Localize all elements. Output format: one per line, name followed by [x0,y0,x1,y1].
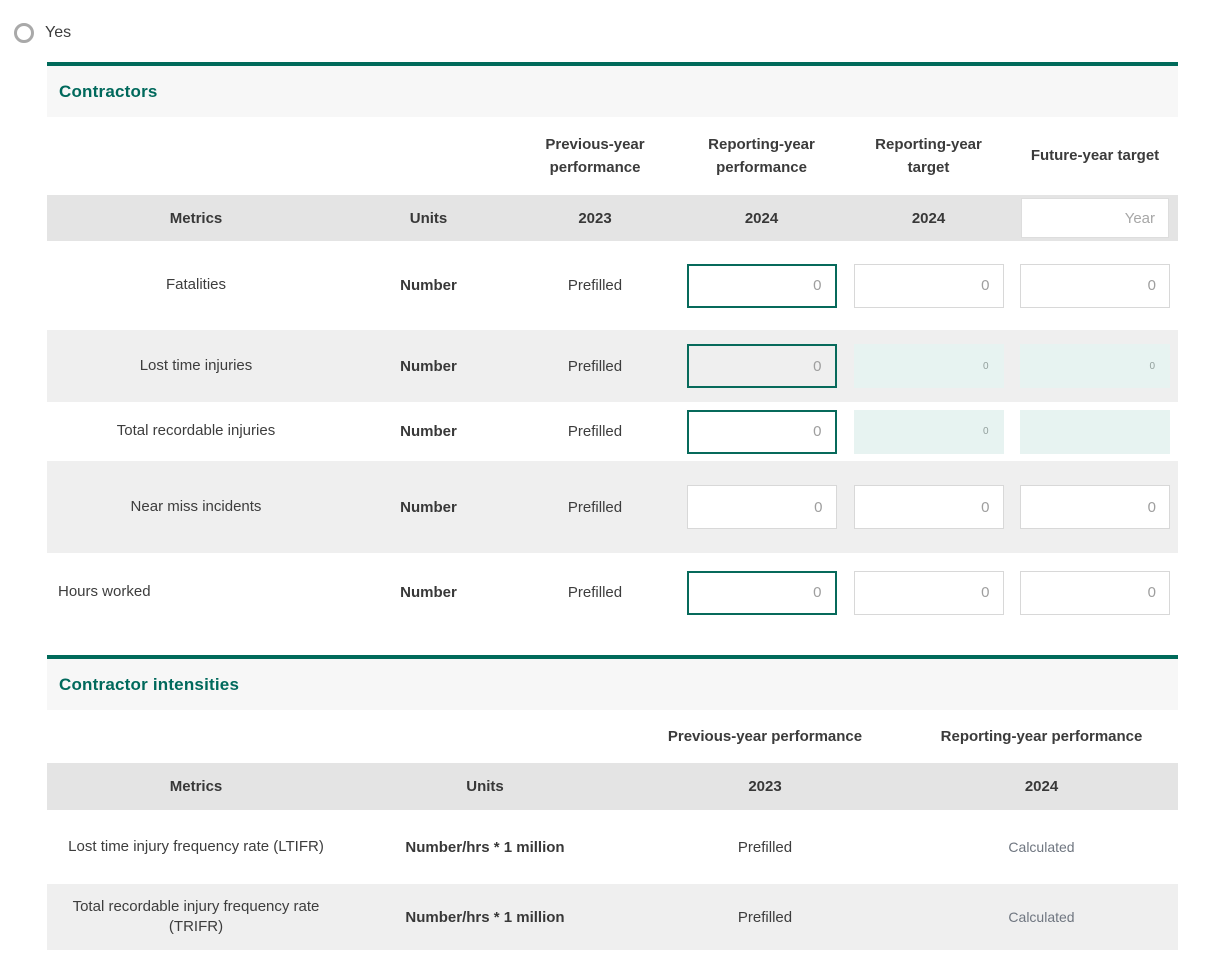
table-row-fatalities: Fatalities Number Prefilled [47,241,1178,330]
intensities-group-header-row: Previous-year performance Reporting-year… [47,710,1178,763]
group-header-reporting-year-target: Reporting-year target [875,135,982,176]
col-header-metrics: Metrics [169,778,223,795]
hours-worked-future-input[interactable] [1020,570,1170,615]
table-row-trifr: Total recordable injury frequency rate (… [47,884,1178,950]
unit-label: Number [400,423,457,440]
contractors-section-title: Contractors [59,81,158,101]
metric-label: Fatalities [165,276,227,294]
contractors-group-header-row: Previous-year performance Reporting-year… [47,117,1178,195]
group-header-previous-year-performance: Previous-year performance [667,727,863,745]
col-header-metrics: Metrics [169,209,223,227]
table-row-ltifr: Lost time injury frequency rate (LTIFR) … [47,810,1178,884]
future-year-input[interactable] [1021,198,1169,238]
group-header-future-year-target: Future-year target [1030,147,1160,165]
lost-time-injuries-reporting-input[interactable] [686,344,837,388]
col-header-units: Units [409,209,448,227]
table-row-near-miss-incidents: Near miss incidents Number Prefilled [47,461,1178,553]
col-header-reporting-target-year: 2024 [911,209,946,227]
fatalities-reporting-input[interactable] [686,263,837,308]
col-header-previous-year: 2023 [578,209,612,227]
group-header-previous-year-performance: Previous-year performance [545,135,645,176]
fatalities-target-input[interactable] [853,263,1004,308]
metric-label: Lost time injury frequency rate (LTIFR) [68,837,324,855]
previous-year-value: Prefilled [567,357,623,375]
previous-year-value: Prefilled [737,908,793,926]
future-year-cell [1012,195,1178,241]
table-row-lost-time-injuries: Lost time injuries Number Prefilled [47,330,1178,402]
col-header-reporting-year: 2024 [744,209,779,227]
previous-year-value: Prefilled [737,838,793,856]
group-header-reporting-year-performance: Reporting-year performance [708,135,815,176]
reporting-year-value: Calculated [1008,909,1075,925]
unit-label: Number/hrs * 1 million [405,838,565,856]
metric-label: Hours worked [58,583,151,601]
metric-label: Lost time injuries [139,356,253,374]
previous-year-value: Prefilled [567,498,623,516]
radio-unselected-icon[interactable] [14,23,34,43]
unit-label: Number [400,498,457,516]
group-header-reporting-year-performance: Reporting-year performance [940,727,1143,745]
near-miss-target-input[interactable] [853,485,1004,529]
metric-label: Total recordable injuries [116,422,276,440]
near-miss-future-input[interactable] [1020,485,1170,529]
previous-year-value: Prefilled [567,423,623,440]
unit-label: Number/hrs * 1 million [405,908,565,926]
lost-time-injuries-future-input [1020,344,1170,388]
intensities-title-band: Contractor intensities [47,659,1178,710]
hours-worked-reporting-input[interactable] [686,570,837,615]
yes-radio-option[interactable]: Yes [14,14,1230,52]
contractors-column-header-row: Metrics Units 2023 2024 2024 [47,195,1178,241]
lost-time-injuries-target-input [853,344,1004,388]
near-miss-reporting-input[interactable] [686,485,837,529]
radio-label: Yes [45,24,72,41]
contractors-section: Contractors Previous-year performance Re… [47,62,1178,632]
unit-label: Number [400,584,457,601]
fatalities-future-input[interactable] [1020,263,1170,308]
col-header-units: Units [466,778,504,795]
contractors-title-band: Contractors [47,66,1178,117]
intensities-section-title: Contractor intensities [59,674,240,694]
unit-label: Number [400,357,457,375]
col-header-previous-year: 2023 [748,778,782,795]
previous-year-value: Prefilled [567,277,623,294]
previous-year-value: Prefilled [567,584,623,601]
section-accent-bar [47,62,1178,66]
metric-label: Total recordable injury frequency rate (… [72,897,320,935]
total-recordable-future-input [1020,409,1170,454]
total-recordable-target-input [853,409,1004,454]
intensities-column-header-row: Metrics Units 2023 2024 [47,763,1178,810]
total-recordable-reporting-input[interactable] [686,409,837,454]
section-accent-bar [47,655,1178,659]
col-header-reporting-year: 2024 [1024,778,1059,795]
metric-label: Near miss incidents [130,497,262,515]
reporting-year-value: Calculated [1008,839,1075,855]
hours-worked-target-input[interactable] [853,570,1004,615]
contractor-intensities-section: Contractor intensities Previous-year per… [47,655,1178,950]
page: Yes Contractors Previous-year performanc… [14,14,1230,950]
table-row-hours-worked: Hours worked Number Prefilled [47,553,1178,632]
unit-label: Number [400,277,457,294]
table-row-total-recordable-injuries: Total recordable injuries Number Prefill… [47,402,1178,461]
